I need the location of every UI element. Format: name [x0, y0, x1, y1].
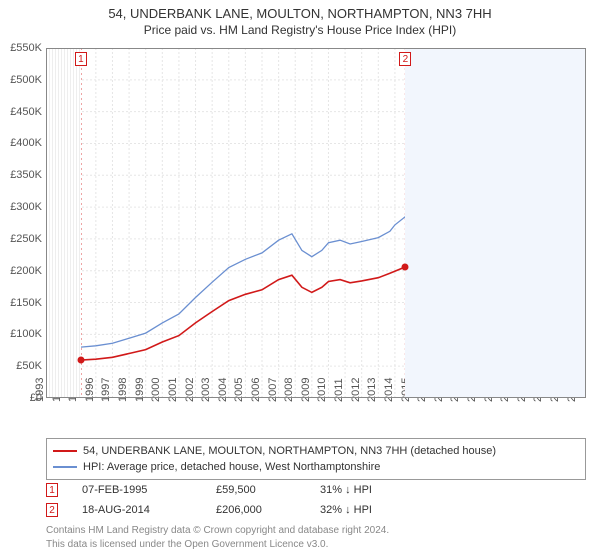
legend-label-property: 54, UNDERBANK LANE, MOULTON, NORTHAMPTON… — [83, 445, 496, 457]
footer-line-1: Contains HM Land Registry data © Crown c… — [46, 524, 586, 538]
chart-subtitle: Price paid vs. HM Land Registry's House … — [0, 23, 600, 37]
x-tick-label: 1993 — [34, 378, 46, 402]
sale-pct: 32% ↓ HPI — [320, 504, 410, 516]
sale-price: £206,000 — [216, 504, 296, 516]
legend-swatch-property — [53, 450, 77, 452]
chart-title: 54, UNDERBANK LANE, MOULTON, NORTHAMPTON… — [0, 6, 600, 21]
sale-row: 2 18-AUG-2014 £206,000 32% ↓ HPI — [46, 500, 586, 520]
legend-row-property: 54, UNDERBANK LANE, MOULTON, NORTHAMPTON… — [53, 443, 579, 459]
sale-marker-1: 1 — [75, 52, 87, 66]
y-tick-label: £350K — [10, 169, 42, 181]
sale-index-box: 1 — [46, 483, 58, 497]
legend-swatch-hpi — [53, 466, 77, 468]
footer-line-2: This data is licensed under the Open Gov… — [46, 538, 586, 552]
sale-dot — [77, 357, 84, 364]
y-tick-label: £250K — [10, 233, 42, 245]
chart-titles: 54, UNDERBANK LANE, MOULTON, NORTHAMPTON… — [0, 0, 600, 37]
y-tick-label: £300K — [10, 201, 42, 213]
sale-price: £59,500 — [216, 484, 296, 496]
legend-row-hpi: HPI: Average price, detached house, West… — [53, 459, 579, 475]
plot-area: 12 — [46, 48, 586, 398]
y-tick-label: £500K — [10, 74, 42, 86]
legend-label-hpi: HPI: Average price, detached house, West… — [83, 461, 380, 473]
chart-container: 54, UNDERBANK LANE, MOULTON, NORTHAMPTON… — [0, 0, 600, 560]
y-tick-label: £200K — [10, 265, 42, 277]
footer: Contains HM Land Registry data © Crown c… — [46, 524, 586, 551]
sale-date: 07-FEB-1995 — [82, 484, 192, 496]
legend: 54, UNDERBANK LANE, MOULTON, NORTHAMPTON… — [46, 438, 586, 480]
y-tick-label: £450K — [10, 106, 42, 118]
y-tick-label: £150K — [10, 297, 42, 309]
y-tick-label: £550K — [10, 42, 42, 54]
sale-marker-2: 2 — [399, 52, 411, 66]
sale-dot — [402, 263, 409, 270]
plot-border — [46, 48, 586, 398]
y-tick-label: £100K — [10, 328, 42, 340]
sale-row: 1 07-FEB-1995 £59,500 31% ↓ HPI — [46, 480, 586, 500]
y-tick-label: £50K — [16, 360, 42, 372]
y-tick-label: £400K — [10, 137, 42, 149]
sale-date: 18-AUG-2014 — [82, 504, 192, 516]
sale-records: 1 07-FEB-1995 £59,500 31% ↓ HPI 2 18-AUG-2014… — [46, 480, 586, 520]
sale-pct: 31% ↓ HPI — [320, 484, 410, 496]
sale-index-box: 2 — [46, 503, 58, 517]
